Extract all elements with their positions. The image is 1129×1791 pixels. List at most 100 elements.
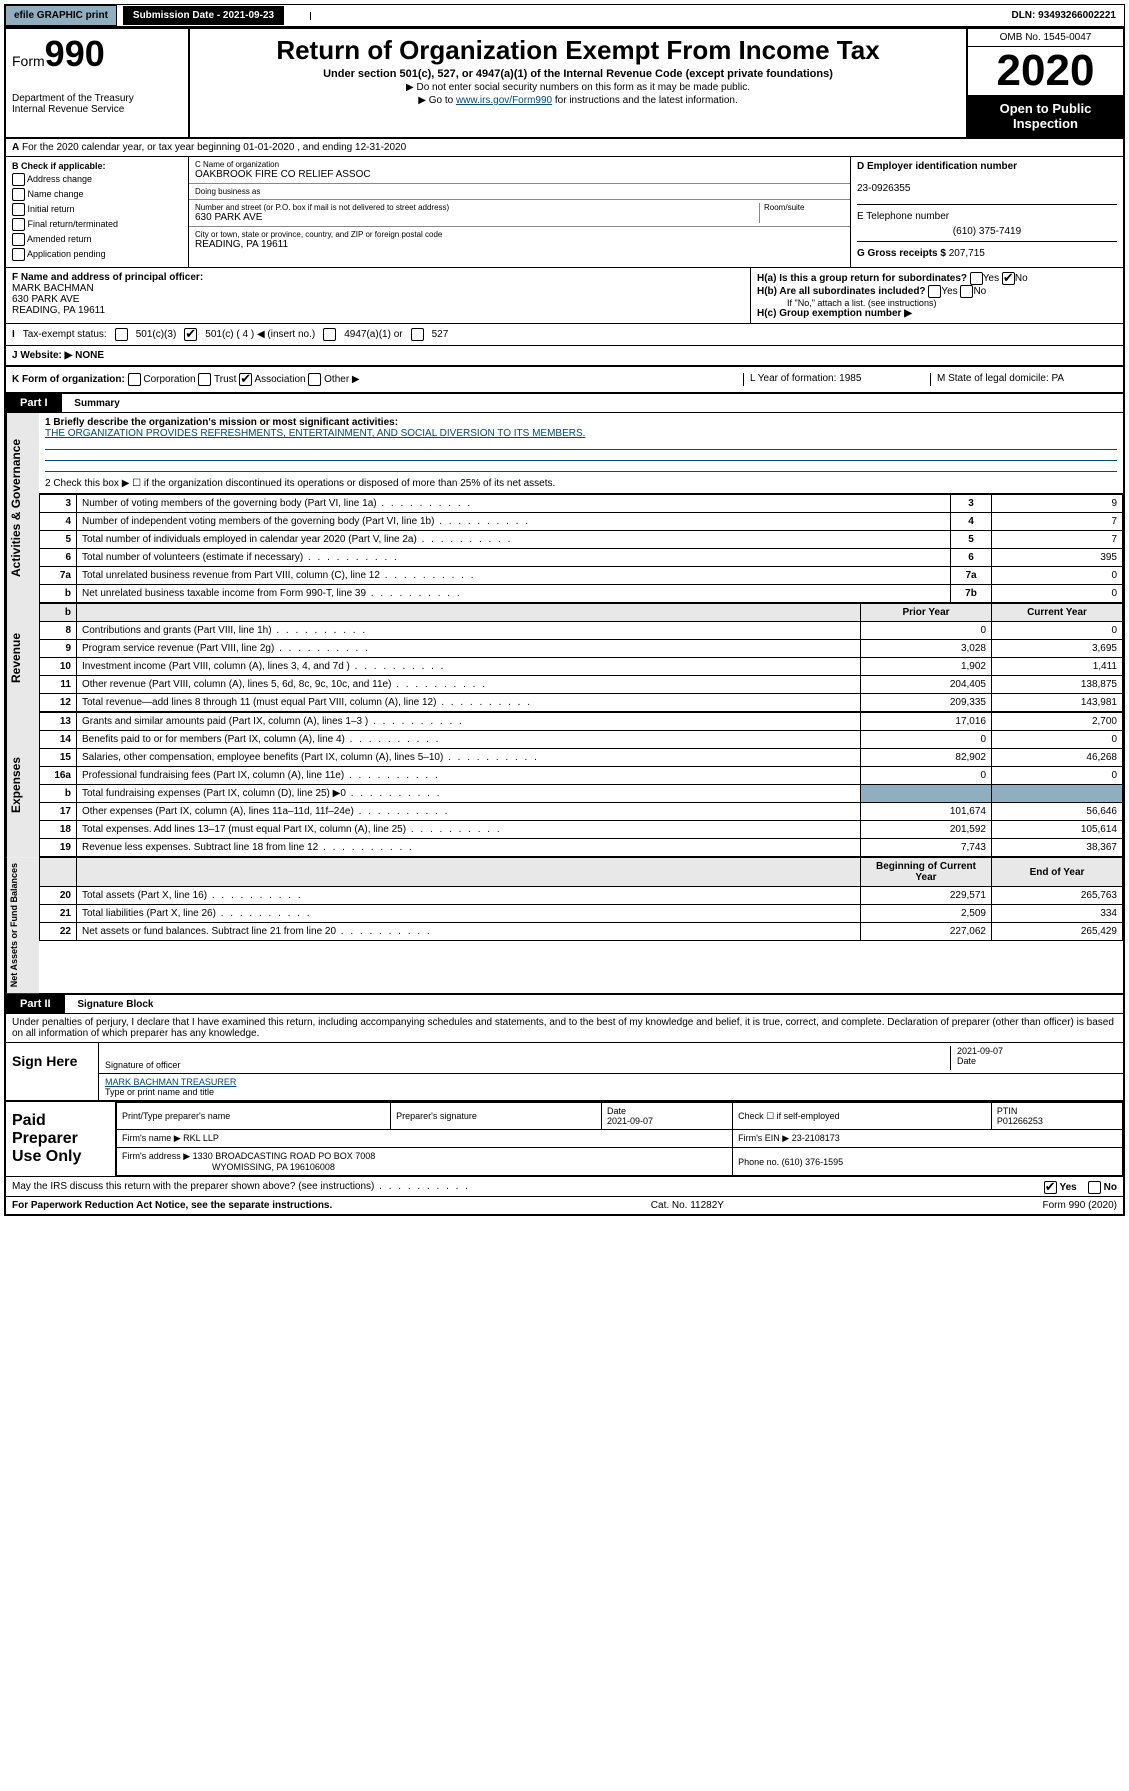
dln-label: DLN: 93493266002221	[1003, 6, 1124, 25]
hb-yes[interactable]	[928, 285, 941, 298]
check-4947[interactable]	[323, 328, 336, 341]
firm-ein-lbl: Firm's EIN ▶	[738, 1133, 789, 1143]
prep-ptin: P01266253	[997, 1116, 1043, 1126]
expense-table: 13Grants and similar amounts paid (Part …	[39, 712, 1123, 857]
table-row: 19Revenue less expenses. Subtract line 1…	[40, 839, 1123, 857]
table-row: 13Grants and similar amounts paid (Part …	[40, 713, 1123, 731]
check-final-return[interactable]	[12, 218, 25, 231]
city-label: City or town, state or province, country…	[195, 230, 844, 239]
discuss-no[interactable]	[1088, 1181, 1101, 1194]
hb-text: H(b) Are all subordinates included?	[757, 286, 926, 297]
prep-h3: Date	[607, 1106, 626, 1116]
header-right: OMB No. 1545-0047 2020 Open to Public In…	[966, 29, 1123, 137]
dept-treasury: Department of the Treasury	[12, 93, 182, 104]
lbl-other: Other ▶	[324, 374, 359, 385]
note2-pre: ▶ Go to	[418, 95, 456, 106]
check-amended-return[interactable]	[12, 233, 25, 246]
check-527[interactable]	[411, 328, 424, 341]
table-row: 12Total revenue—add lines 8 through 11 (…	[40, 694, 1123, 712]
lbl-527: 527	[432, 329, 449, 340]
lbl-501c: 501(c) ( 4 ) ◀ (insert no.)	[205, 329, 315, 340]
mission-text: THE ORGANIZATION PROVIDES REFRESHMENTS, …	[45, 428, 585, 439]
lbl-trust: Trust	[214, 374, 236, 385]
form-note-ssn: ▶ Do not enter social security numbers o…	[198, 82, 958, 93]
officer-addr1: 630 PARK AVE	[12, 294, 79, 305]
hc-text: H(c) Group exemption number ▶	[757, 308, 912, 319]
klm-row: K Form of organization: Corporation Trus…	[6, 367, 1123, 394]
check-501c[interactable]	[184, 328, 197, 341]
check-501c3[interactable]	[115, 328, 128, 341]
preparer-block: Paid Preparer Use Only Print/Type prepar…	[6, 1101, 1123, 1176]
lbl-corp: Corporation	[143, 374, 195, 385]
preparer-label: Paid Preparer Use Only	[6, 1102, 116, 1176]
check-initial-return[interactable]	[12, 203, 25, 216]
firm-addr-lbl: Firm's address ▶	[122, 1151, 190, 1161]
part1-header: Part I	[6, 394, 62, 412]
lbl-initial-return: Initial return	[28, 204, 75, 214]
discuss-text: May the IRS discuss this return with the…	[12, 1181, 470, 1192]
part2-title: Signature Block	[67, 999, 153, 1010]
sign-here-row: Sign Here Signature of officer 2021-09-0…	[6, 1043, 1123, 1101]
section-b: B Check if applicable: Address change Na…	[6, 157, 189, 267]
l-year: L Year of formation: 1985	[743, 373, 930, 386]
submission-date-label: Submission Date - 2021-09-23	[123, 6, 284, 25]
side-expenses: Expenses	[6, 712, 39, 857]
ha-no[interactable]	[1002, 272, 1015, 285]
hb-no-lbl: No	[973, 286, 986, 297]
website-value: NONE	[75, 350, 104, 361]
room-label: Room/suite	[764, 203, 844, 212]
firm-name: RKL LLP	[183, 1133, 219, 1143]
tax-year: 2020	[968, 47, 1123, 95]
note2-post: for instructions and the latest informat…	[552, 95, 738, 106]
check-trust[interactable]	[198, 373, 211, 386]
section-c: C Name of organization OAKBROOK FIRE CO …	[189, 157, 851, 267]
check-other[interactable]	[308, 373, 321, 386]
form-number: 990	[45, 33, 105, 74]
table-header-row: bPrior YearCurrent Year	[40, 604, 1123, 622]
table-row: 22Net assets or fund balances. Subtract …	[40, 923, 1123, 941]
table-row: 15Salaries, other compensation, employee…	[40, 749, 1123, 767]
table-row: bNet unrelated business taxable income f…	[40, 585, 1123, 603]
table-row: 21Total liabilities (Part X, line 26)2,5…	[40, 905, 1123, 923]
k-label: K Form of organization:	[12, 374, 125, 385]
form-subtitle: Under section 501(c), 527, or 4947(a)(1)…	[198, 68, 958, 80]
header-left: Form990 Department of the Treasury Inter…	[6, 29, 190, 137]
firm-addr: 1330 BROADCASTING ROAD PO BOX 7008	[193, 1151, 376, 1161]
open-to-public: Open to Public Inspection	[968, 95, 1123, 137]
check-application-pending[interactable]	[12, 248, 25, 261]
expense-block: Expenses 13Grants and similar amounts pa…	[6, 712, 1123, 857]
check-corp[interactable]	[128, 373, 141, 386]
city-value: READING, PA 19611	[195, 239, 844, 250]
prep-date: 2021-09-07	[607, 1116, 653, 1126]
top-toolbar: efile GRAPHIC print Submission Date - 20…	[4, 4, 1125, 27]
sig-name: MARK BACHMAN TREASURER	[105, 1077, 236, 1087]
phone-value: (610) 375-7419	[857, 222, 1117, 242]
table-row: 3Number of voting members of the governi…	[40, 495, 1123, 513]
firm-phone: (610) 376-1595	[782, 1157, 844, 1167]
efile-print-button[interactable]: efile GRAPHIC print	[5, 5, 117, 26]
section-b-heading: B Check if applicable:	[12, 161, 106, 171]
section-bcd: B Check if applicable: Address change Na…	[6, 157, 1123, 268]
section-f: F Name and address of principal officer:…	[6, 268, 751, 323]
table-row: 14Benefits paid to or for members (Part …	[40, 731, 1123, 749]
hb-no[interactable]	[960, 285, 973, 298]
q1-label: 1 Briefly describe the organization's mi…	[45, 417, 398, 428]
sig-date-label: Date	[957, 1056, 1117, 1066]
table-row: 9Program service revenue (Part VIII, lin…	[40, 640, 1123, 658]
ein-label: D Employer identification number	[857, 161, 1017, 172]
lbl-address-change: Address change	[27, 174, 92, 184]
check-name-change[interactable]	[12, 188, 25, 201]
tax-exempt-row: I Tax-exempt status: 501(c)(3) 501(c) ( …	[6, 324, 1123, 346]
check-assoc[interactable]	[239, 373, 252, 386]
ha-yes[interactable]	[970, 272, 983, 285]
check-address-change[interactable]	[12, 173, 25, 186]
table-row: 20Total assets (Part X, line 16)229,5712…	[40, 887, 1123, 905]
lbl-final-return: Final return/terminated	[28, 219, 119, 229]
lbl-name-change: Name change	[28, 189, 84, 199]
footer-mid: Cat. No. 11282Y	[651, 1200, 724, 1211]
discuss-yes[interactable]	[1044, 1181, 1057, 1194]
omb-number: OMB No. 1545-0047	[968, 29, 1123, 47]
gross-label: G Gross receipts $	[857, 248, 946, 259]
firm-addr2: WYOMISSING, PA 196106008	[122, 1162, 335, 1172]
irs-link[interactable]: www.irs.gov/Form990	[456, 95, 552, 106]
